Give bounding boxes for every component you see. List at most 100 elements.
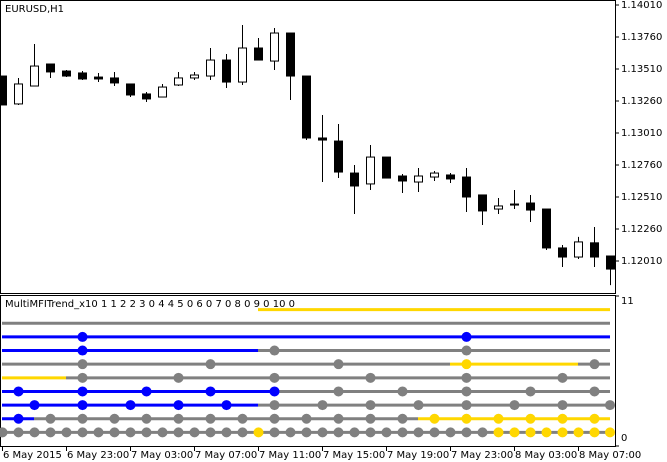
- y-tick-label: 1.12260: [621, 224, 662, 235]
- signal-dot: [605, 427, 615, 438]
- y-tick-label: 1.12010: [621, 256, 662, 267]
- candle-body: [478, 194, 487, 212]
- signal-dot: [205, 359, 216, 370]
- signal-dot: [221, 400, 232, 411]
- signal-dot: [525, 427, 536, 438]
- signal-dot: [237, 413, 248, 424]
- candle-body: [590, 242, 599, 258]
- signal-dot: [77, 345, 88, 356]
- signal-dot: [205, 413, 216, 424]
- signal-dot: [301, 413, 312, 424]
- y-tick-label: 1.13260: [621, 96, 662, 107]
- signal-dot: [173, 400, 184, 411]
- signal-dot: [253, 427, 264, 438]
- candle-body: [494, 205, 503, 210]
- signal-dot: [61, 427, 72, 438]
- signal-dot: [205, 427, 216, 438]
- signal-dot: [557, 372, 568, 383]
- signal-dot: [525, 386, 536, 397]
- signal-dot: [77, 400, 88, 411]
- signal-dot: [93, 427, 104, 438]
- y-tick-label: 1.12510: [621, 192, 662, 203]
- signal-dot: [589, 427, 600, 438]
- signal-dot: [269, 427, 280, 438]
- signal-dot: [445, 427, 456, 438]
- y-tick-label: 1.13760: [621, 32, 662, 43]
- candle-body: [78, 72, 87, 80]
- signal-dot: [285, 427, 296, 438]
- signal-dot: [269, 345, 280, 356]
- candle-body: [206, 59, 215, 77]
- signal-dot: [557, 413, 568, 424]
- x-tick-label: 7 May 23:00: [451, 450, 513, 461]
- candle-body: [302, 75, 311, 139]
- candle-body: [190, 74, 199, 79]
- signal-dot: [365, 427, 376, 438]
- signal-dot: [333, 359, 344, 370]
- signal-dot: [525, 413, 536, 424]
- signal-dot: [461, 427, 472, 438]
- candle-body: [318, 137, 327, 141]
- signal-dot: [413, 427, 424, 438]
- signal-dot: [13, 386, 24, 397]
- signal-dot: [461, 413, 472, 424]
- signal-dot: [365, 400, 376, 411]
- candle-body: [574, 241, 583, 258]
- signal-dot: [461, 372, 472, 383]
- indicator-panel: [0, 295, 616, 447]
- signal-dot: [461, 331, 472, 342]
- signal-dot: [45, 427, 56, 438]
- candle-body: [382, 156, 391, 179]
- signal-dot: [173, 427, 184, 438]
- candle-body: [526, 202, 535, 211]
- signal-dot: [13, 413, 24, 424]
- y-tick-label: 11: [621, 296, 634, 307]
- candle-body: [462, 176, 471, 198]
- signal-dot: [77, 413, 88, 424]
- signal-dot: [413, 400, 424, 411]
- candle-body: [270, 32, 279, 62]
- signal-dot: [141, 427, 152, 438]
- candle-body: [222, 59, 231, 83]
- signal-dot: [301, 427, 312, 438]
- candle-body: [334, 140, 343, 173]
- y-tick-label: 1.12760: [621, 160, 662, 171]
- x-tick-label: 7 May 15:00: [323, 450, 385, 461]
- candle-body: [62, 70, 71, 77]
- signal-dot: [509, 400, 520, 411]
- candle-body: [158, 86, 167, 98]
- candle-body: [542, 208, 551, 249]
- y-tick-label: 1.13510: [621, 64, 662, 75]
- signal-dot: [333, 413, 344, 424]
- signal-dot: [365, 413, 376, 424]
- signal-dot: [333, 427, 344, 438]
- x-tick-label: 7 May 03:00: [131, 450, 193, 461]
- signal-dot: [589, 359, 600, 370]
- candle-body: [30, 65, 39, 87]
- signal-dot: [589, 413, 600, 424]
- signal-dot: [0, 427, 8, 438]
- signal-dot: [269, 400, 280, 411]
- signal-dot: [45, 413, 56, 424]
- candle-body: [94, 76, 103, 80]
- signal-dot: [173, 413, 184, 424]
- signal-dot: [429, 427, 440, 438]
- x-tick-label: 7 May 11:00: [259, 450, 321, 461]
- signal-dot: [333, 386, 344, 397]
- y-tick-label: 1.13010: [621, 128, 662, 139]
- signal-dot: [125, 400, 136, 411]
- y-tick-label: 1.14010: [621, 0, 662, 11]
- candle-body: [14, 83, 23, 105]
- signal-dot: [317, 427, 328, 438]
- signal-dot: [429, 413, 440, 424]
- signal-dot: [269, 386, 280, 397]
- signal-dot: [29, 400, 40, 411]
- signal-dot: [141, 386, 152, 397]
- candle-body: [238, 47, 247, 83]
- x-tick-label: 8 May 07:00: [579, 450, 641, 461]
- signal-dot: [397, 413, 408, 424]
- signal-dot: [29, 427, 40, 438]
- signal-dot: [557, 427, 568, 438]
- candle-body: [142, 93, 151, 100]
